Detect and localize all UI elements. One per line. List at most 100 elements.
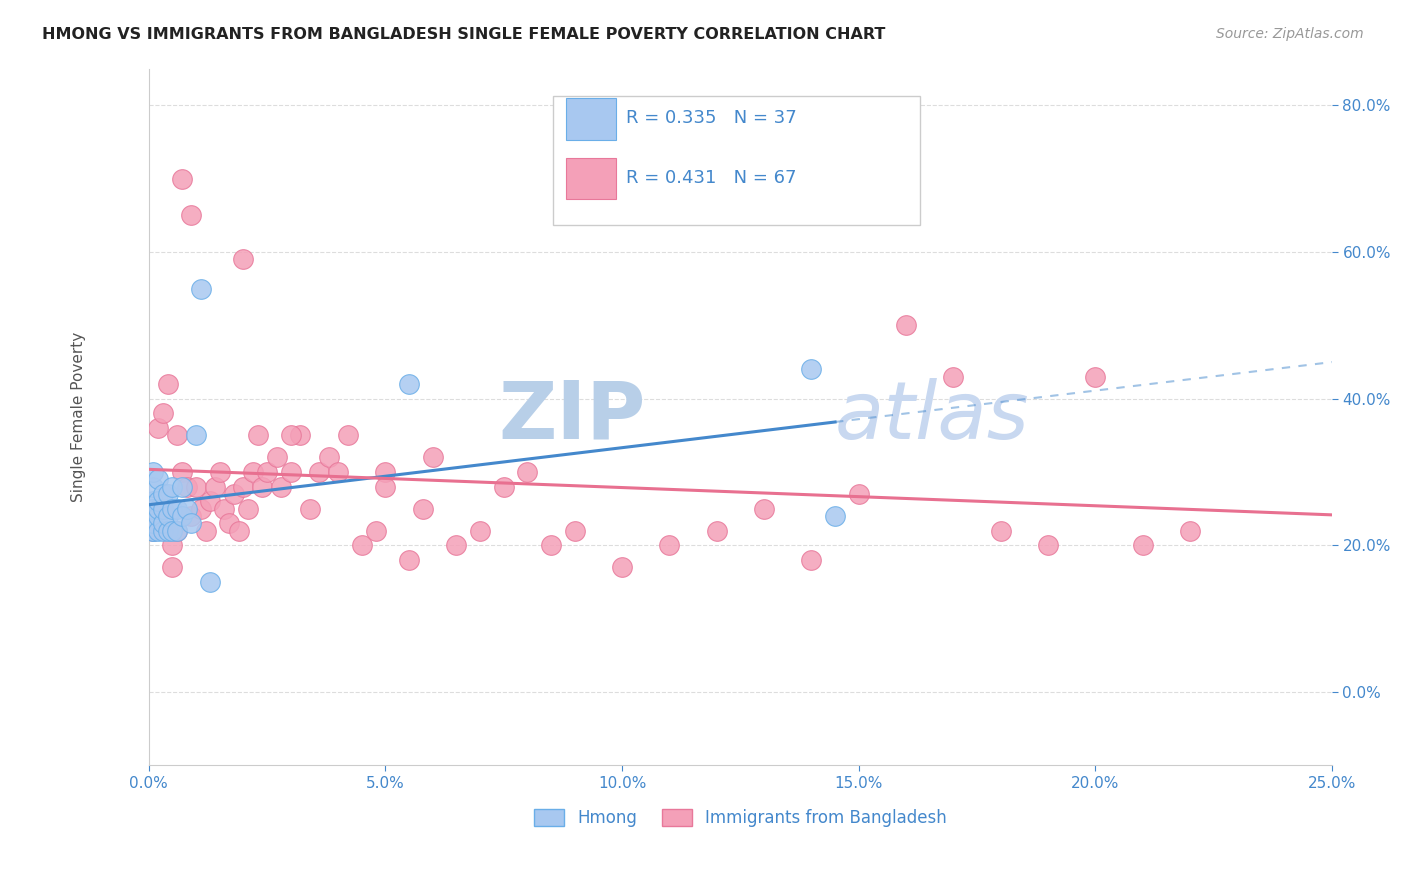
Point bbox=[142, 501, 165, 516]
Point bbox=[564, 524, 586, 538]
Point bbox=[222, 487, 245, 501]
Point bbox=[180, 208, 202, 222]
Point bbox=[156, 524, 179, 538]
Point bbox=[308, 465, 330, 479]
Point bbox=[706, 524, 728, 538]
Point bbox=[1132, 538, 1154, 552]
Point bbox=[148, 494, 170, 508]
Point bbox=[170, 479, 193, 493]
Point bbox=[364, 524, 387, 538]
Point bbox=[142, 465, 165, 479]
Point bbox=[398, 553, 420, 567]
Point bbox=[412, 501, 434, 516]
Point bbox=[152, 487, 174, 501]
Point bbox=[374, 465, 396, 479]
Text: ZIP: ZIP bbox=[499, 378, 645, 456]
Point bbox=[148, 421, 170, 435]
Point bbox=[468, 524, 491, 538]
Point bbox=[176, 479, 198, 493]
Point bbox=[800, 553, 823, 567]
Point bbox=[252, 479, 274, 493]
Point bbox=[200, 494, 222, 508]
Point bbox=[200, 574, 222, 589]
Point bbox=[280, 465, 302, 479]
Point bbox=[266, 450, 288, 465]
Point bbox=[990, 524, 1012, 538]
Point bbox=[152, 501, 174, 516]
Point bbox=[148, 508, 170, 523]
Point bbox=[398, 376, 420, 391]
Point bbox=[236, 501, 259, 516]
Point bbox=[156, 376, 179, 391]
FancyBboxPatch shape bbox=[567, 98, 616, 139]
Point bbox=[446, 538, 468, 552]
Point bbox=[170, 171, 193, 186]
Point bbox=[1084, 369, 1107, 384]
Point bbox=[242, 465, 264, 479]
Point bbox=[516, 465, 538, 479]
Point bbox=[610, 560, 633, 574]
Point bbox=[180, 516, 202, 531]
Point bbox=[166, 524, 188, 538]
Point bbox=[824, 508, 846, 523]
Point bbox=[142, 494, 165, 508]
Point bbox=[280, 428, 302, 442]
Point bbox=[162, 501, 184, 516]
Point bbox=[256, 465, 278, 479]
Point bbox=[142, 508, 165, 523]
Point bbox=[184, 428, 207, 442]
Point bbox=[162, 560, 184, 574]
Point bbox=[142, 516, 165, 531]
Y-axis label: Single Female Poverty: Single Female Poverty bbox=[72, 332, 86, 502]
Point bbox=[162, 479, 184, 493]
Text: HMONG VS IMMIGRANTS FROM BANGLADESH SINGLE FEMALE POVERTY CORRELATION CHART: HMONG VS IMMIGRANTS FROM BANGLADESH SING… bbox=[42, 27, 886, 42]
Point bbox=[162, 538, 184, 552]
Text: R = 0.335   N = 37: R = 0.335 N = 37 bbox=[626, 109, 796, 127]
FancyBboxPatch shape bbox=[567, 158, 616, 199]
Text: Source: ZipAtlas.com: Source: ZipAtlas.com bbox=[1216, 27, 1364, 41]
Point bbox=[290, 428, 312, 442]
Point bbox=[176, 501, 198, 516]
Point bbox=[492, 479, 515, 493]
Point bbox=[190, 281, 212, 295]
Point bbox=[800, 362, 823, 376]
Point bbox=[166, 428, 188, 442]
Text: R = 0.431   N = 67: R = 0.431 N = 67 bbox=[626, 169, 796, 187]
Point bbox=[194, 524, 217, 538]
Point bbox=[142, 524, 165, 538]
Point bbox=[374, 479, 396, 493]
Point bbox=[232, 252, 254, 267]
Point bbox=[326, 465, 349, 479]
Point bbox=[166, 524, 188, 538]
Point bbox=[848, 487, 870, 501]
Point bbox=[942, 369, 965, 384]
Point bbox=[204, 479, 226, 493]
Point bbox=[148, 524, 170, 538]
Text: atlas: atlas bbox=[835, 378, 1029, 456]
Point bbox=[162, 524, 184, 538]
Point bbox=[422, 450, 444, 465]
Point bbox=[190, 501, 212, 516]
Point bbox=[228, 524, 250, 538]
Point bbox=[658, 538, 681, 552]
Point bbox=[156, 487, 179, 501]
Point bbox=[350, 538, 373, 552]
Point bbox=[270, 479, 292, 493]
Point bbox=[148, 501, 170, 516]
Legend: Hmong, Immigrants from Bangladesh: Hmong, Immigrants from Bangladesh bbox=[527, 802, 953, 833]
Point bbox=[336, 428, 359, 442]
Point bbox=[170, 465, 193, 479]
Point bbox=[1036, 538, 1059, 552]
FancyBboxPatch shape bbox=[554, 96, 921, 226]
Point bbox=[152, 516, 174, 531]
Point bbox=[318, 450, 340, 465]
Point bbox=[214, 501, 236, 516]
Point bbox=[184, 479, 207, 493]
Point bbox=[180, 508, 202, 523]
Point bbox=[894, 318, 917, 333]
Point bbox=[246, 428, 269, 442]
Point bbox=[298, 501, 321, 516]
Point bbox=[232, 479, 254, 493]
Point bbox=[142, 524, 165, 538]
Point bbox=[208, 465, 231, 479]
